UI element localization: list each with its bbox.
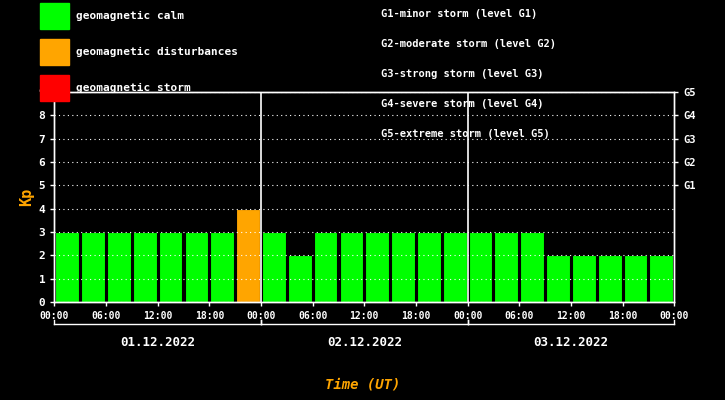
Bar [417,232,441,302]
Bar [133,232,157,302]
Bar [521,232,544,302]
Bar [81,232,105,302]
Text: G3-strong storm (level G3): G3-strong storm (level G3) [381,69,543,79]
Text: G1-minor storm (level G1): G1-minor storm (level G1) [381,9,537,19]
Bar [185,232,208,302]
Bar [624,255,647,302]
Bar [262,232,286,302]
Bar [546,255,570,302]
Text: 01.12.2022: 01.12.2022 [120,336,195,349]
Bar [494,232,518,302]
Text: 03.12.2022: 03.12.2022 [534,336,608,349]
Bar [650,255,674,302]
Bar [365,232,389,302]
Text: geomagnetic storm: geomagnetic storm [76,83,191,93]
Bar [288,255,312,302]
Bar [210,232,234,302]
Text: geomagnetic calm: geomagnetic calm [76,11,184,21]
Bar [159,232,183,302]
Text: G2-moderate storm (level G2): G2-moderate storm (level G2) [381,39,555,49]
Bar [392,232,415,302]
Bar [468,232,492,302]
Bar [339,232,363,302]
Text: 02.12.2022: 02.12.2022 [327,336,402,349]
Text: G4-severe storm (level G4): G4-severe storm (level G4) [381,99,543,109]
Bar [55,232,79,302]
Bar [443,232,467,302]
Text: geomagnetic disturbances: geomagnetic disturbances [76,47,238,57]
Text: G5-extreme storm (level G5): G5-extreme storm (level G5) [381,129,550,139]
Bar [236,209,260,302]
Bar [107,232,130,302]
Text: Time (UT): Time (UT) [325,378,400,392]
Bar [598,255,621,302]
Bar [314,232,337,302]
Bar [572,255,596,302]
Y-axis label: Kp: Kp [20,188,34,206]
